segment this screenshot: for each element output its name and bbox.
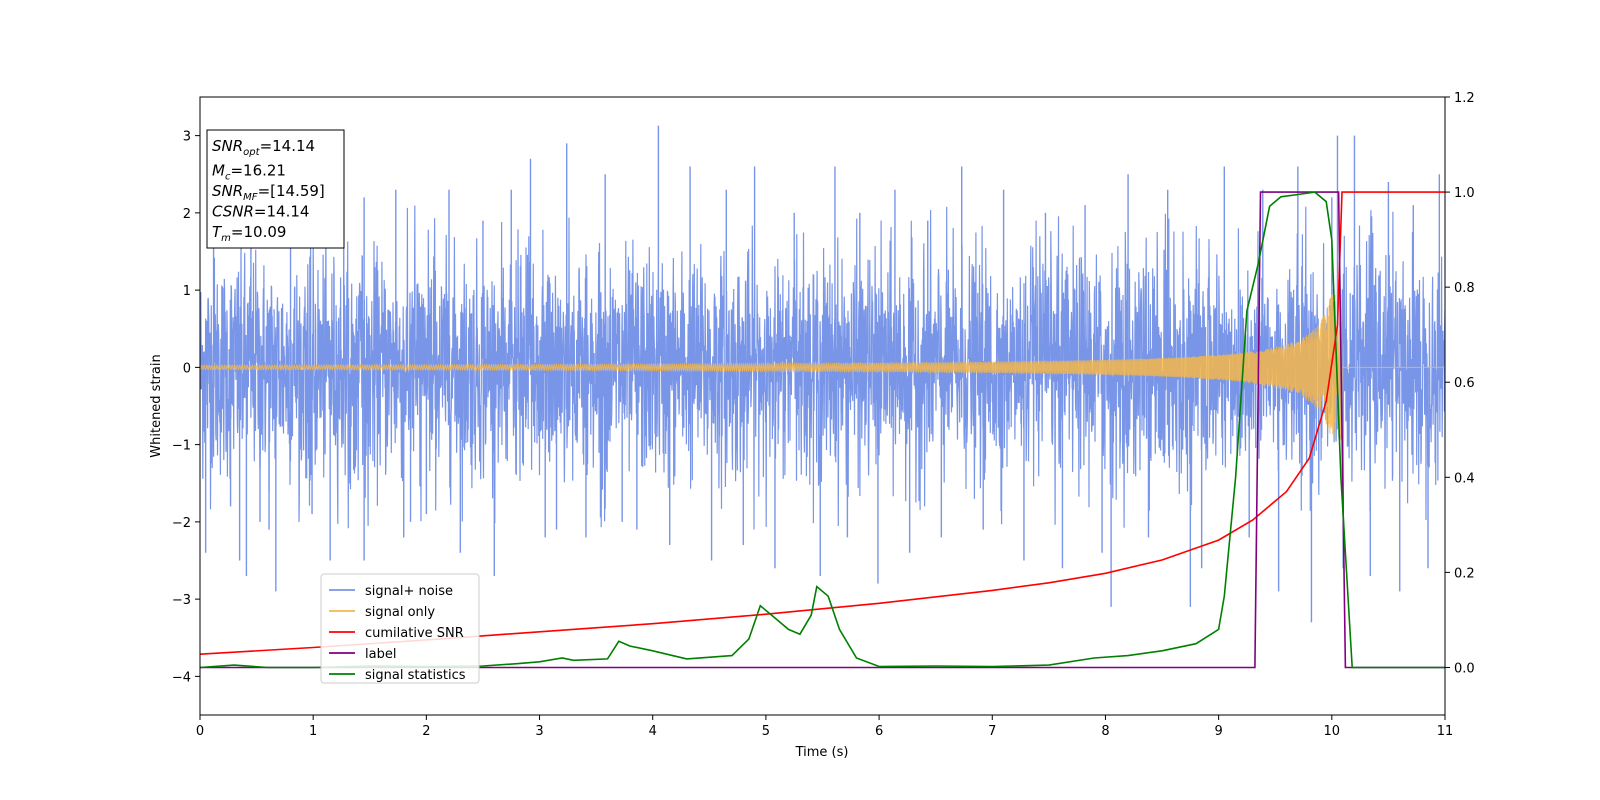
y2-tick-label-3: 0.6 xyxy=(1454,376,1475,391)
y2-tick-label-4: 0.8 xyxy=(1454,281,1475,296)
x-tick-label-3: 3 xyxy=(535,724,543,739)
x-axis-label: Time (s) xyxy=(795,745,849,760)
legend-label-3: label xyxy=(365,647,396,662)
x-tick-label-6: 6 xyxy=(875,724,883,739)
y-axis-right: 0.0 0.2 0.4 0.6 0.8 1.0 1.2 xyxy=(1445,91,1475,676)
y-tick-label-2: −2 xyxy=(172,516,191,531)
x-tick-label-1: 1 xyxy=(309,724,317,739)
info-line-1: Mc=16.21 xyxy=(212,162,286,183)
x-axis: 0 1 2 3 4 5 6 7 8 9 10 11 xyxy=(196,715,1453,739)
legend: signal+ noise signal only cumilative SNR la… xyxy=(320,573,480,684)
info-line-2: SNRMF=[14.59] xyxy=(212,182,325,203)
x-tick-label-9: 9 xyxy=(1214,724,1222,739)
y-tick-label-0: −4 xyxy=(172,670,191,685)
y-axis-label: Whitened strain xyxy=(149,354,164,457)
info-line-4: Tm=10.09 xyxy=(212,223,286,244)
y2-tick-label-1: 0.2 xyxy=(1454,566,1475,581)
series-signal-only xyxy=(200,294,1445,441)
y2-tick-label-6: 1.2 xyxy=(1454,91,1475,106)
y-tick-label-7: 3 xyxy=(183,130,191,145)
info-box: SNRopt=14.14 Mc=16.21SNRMF=[14.59]CSNR=14… xyxy=(206,129,345,249)
legend-label-0: signal+ noise xyxy=(365,584,453,599)
info-line-0: SNRopt=14.14 xyxy=(212,137,315,158)
y2-tick-label-2: 0.4 xyxy=(1454,471,1475,486)
legend-label-1: signal only xyxy=(365,605,435,620)
series-signal-noise xyxy=(200,205,1445,530)
series-signal-statistics xyxy=(200,191,1445,669)
y-tick-label-5: 1 xyxy=(183,284,191,299)
plot-frame xyxy=(199,96,1446,716)
x-tick-label-4: 4 xyxy=(649,724,657,739)
series-cumilative-snr xyxy=(200,191,1445,655)
y-tick-label-6: 2 xyxy=(183,207,191,222)
y-tick-label-1: −3 xyxy=(172,593,191,608)
y2-tick-label-5: 1.0 xyxy=(1454,186,1475,201)
y-axis-left: −4 −3 −2 −1 0 1 2 3 xyxy=(172,130,200,685)
y-tick-label-3: −1 xyxy=(172,439,191,454)
x-tick-label-7: 7 xyxy=(988,724,996,739)
series-layer xyxy=(200,125,1445,669)
x-tick-label-8: 8 xyxy=(1101,724,1109,739)
x-tick-label-2: 2 xyxy=(422,724,430,739)
x-tick-label-11: 11 xyxy=(1437,724,1454,739)
x-tick-label-10: 10 xyxy=(1324,724,1341,739)
x-tick-label-5: 5 xyxy=(762,724,770,739)
y2-tick-label-0: 0.0 xyxy=(1454,661,1475,676)
y-tick-label-4: 0 xyxy=(183,361,191,376)
x-tick-label-0: 0 xyxy=(196,724,204,739)
legend-label-4: signal statistics xyxy=(365,668,466,683)
info-line-3: CSNR=14.14 xyxy=(212,203,309,221)
legend-label-2: cumilative SNR xyxy=(365,626,464,641)
